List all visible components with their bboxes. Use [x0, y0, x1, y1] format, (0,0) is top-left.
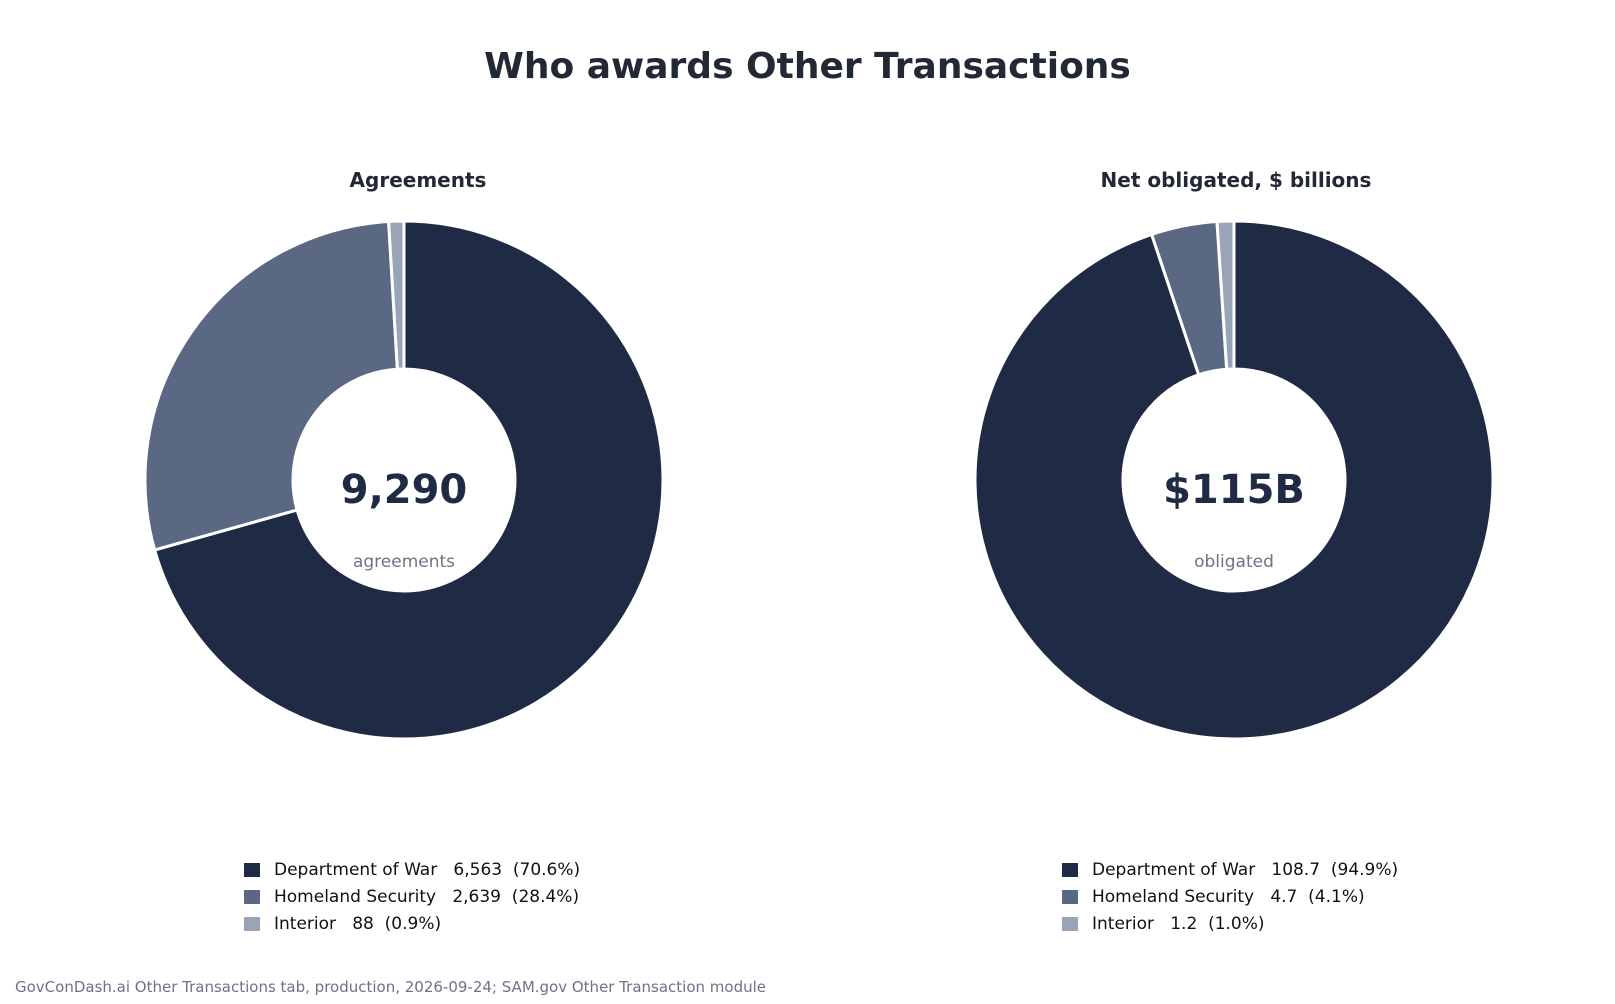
agreements-center-value: 9,290	[341, 467, 468, 513]
slice-department-of-war	[973, 220, 1495, 741]
legend-item-interior: Interior 1.2 (1.0%)	[1062, 910, 1398, 937]
obligated-legend: Department of War 108.7 (94.9%) Homeland …	[1062, 856, 1398, 937]
chart-title: Who awards Other Transactions	[484, 46, 1131, 87]
slice-interior	[387, 220, 406, 371]
legend-label: Homeland Security 4.7 (4.1%)	[1092, 886, 1365, 907]
slice-department-of-war	[152, 220, 665, 741]
legend-label: Department of War 108.7 (94.9%)	[1092, 859, 1399, 880]
legend-swatch	[1062, 916, 1078, 931]
obligated-center-value: $115B	[1163, 467, 1305, 513]
obligated-center-label: obligated	[1194, 552, 1274, 572]
legend-item-homeland-security: Homeland Security 4.7 (4.1%)	[1062, 883, 1398, 910]
legend-swatch	[244, 916, 260, 931]
obligated-panel: Net obligated, $ billions $115B obligate…	[916, 160, 1556, 940]
obligated-donut-chart: $115B obligated	[973, 220, 1495, 741]
legend-swatch	[1062, 889, 1078, 904]
agreements-panel: Agreements 9,290 agreements Department o…	[98, 160, 738, 940]
slice-homeland-security	[143, 220, 399, 552]
legend-swatch	[244, 862, 260, 877]
agreements-center-label: agreements	[353, 552, 455, 572]
legend-label: Homeland Security 2,639 (28.4%)	[274, 886, 580, 907]
legend-item-interior: Interior 88 (0.9%)	[244, 910, 580, 937]
legend-item-department-of-war: Department of War 108.7 (94.9%)	[1062, 856, 1398, 883]
legend-label: Department of War 6,563 (70.6%)	[274, 859, 581, 880]
agreements-legend: Department of War 6,563 (70.6%) Homeland …	[244, 856, 580, 937]
obligated-panel-title: Net obligated, $ billions	[1100, 168, 1372, 192]
agreements-panel-title: Agreements	[349, 168, 487, 192]
legend-label: Interior 1.2 (1.0%)	[1092, 913, 1265, 934]
legend-item-homeland-security: Homeland Security 2,639 (28.4%)	[244, 883, 580, 910]
agreements-donut-chart: 9,290 agreements	[143, 220, 665, 741]
legend-item-department-of-war: Department of War 6,563 (70.6%)	[244, 856, 580, 883]
source-footnote: GovConDash.ai Other Transactions tab, pr…	[15, 978, 767, 996]
slice-interior	[1215, 220, 1236, 371]
legend-label: Interior 88 (0.9%)	[274, 913, 442, 934]
legend-swatch	[1062, 862, 1078, 877]
legend-swatch	[244, 889, 260, 904]
